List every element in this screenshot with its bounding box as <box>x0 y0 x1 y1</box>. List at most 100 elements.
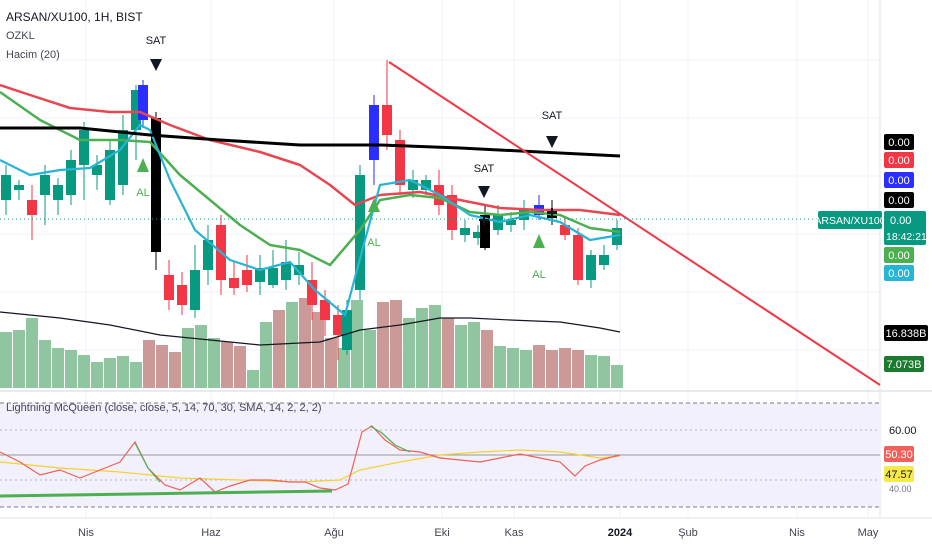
candle-body <box>53 185 63 200</box>
candle-body <box>460 228 470 235</box>
volume-bar <box>195 325 207 388</box>
osc-60-label: 60.00 <box>889 425 917 437</box>
volume-bar <box>351 300 363 388</box>
volume-bar <box>52 348 64 388</box>
volume-bar <box>26 318 38 388</box>
time-tick-label: Haz <box>201 527 221 539</box>
candle-body <box>268 268 278 285</box>
trendline <box>388 61 881 386</box>
volume-bar <box>182 328 194 388</box>
sell-signal-marker <box>478 186 490 198</box>
buy-signal-label: AL <box>532 269 545 281</box>
volume-bar <box>598 356 610 388</box>
countdown-text: 18:42:21 <box>886 231 927 243</box>
osc-yellow-text: 47.57 <box>885 469 913 481</box>
volume-bar <box>442 318 454 388</box>
indicator-ozkl-label[interactable]: OZKL <box>6 30 35 42</box>
candle-body <box>342 310 352 350</box>
symbol-title[interactable]: ARSAN/XU100, 1H, BIST <box>6 10 143 24</box>
symbol-price-badge <box>884 211 926 245</box>
volume-bar <box>117 356 129 388</box>
candle-body <box>177 285 187 305</box>
symbol-name-badge <box>818 211 882 229</box>
price-badge-text: 0.00 <box>888 268 909 280</box>
ma-green-line <box>0 90 621 267</box>
signal-markers: SAT SAT SAT AL AL AL <box>136 35 562 281</box>
osc-red-line <box>0 425 621 493</box>
price-badge-text: 0.00 <box>888 137 909 149</box>
volume-bar <box>338 348 350 388</box>
candle-body <box>27 200 37 215</box>
price-badge-text: 0.00 <box>888 250 909 262</box>
volume-bar <box>533 345 545 388</box>
volume-ma-text: 16.838B <box>886 328 927 340</box>
buy-signal-marker <box>533 234 545 248</box>
indicator-volume-label[interactable]: Hacim (20) <box>6 49 60 61</box>
candle-body <box>229 278 239 288</box>
time-tick-label: Eki <box>434 527 449 539</box>
osc-yellow-badge <box>884 466 914 482</box>
candle-body <box>281 262 291 280</box>
volume-bar <box>234 346 246 388</box>
candle-body <box>40 175 50 195</box>
candle-body <box>473 232 483 238</box>
candle-body <box>138 85 148 120</box>
candle-body <box>333 315 343 335</box>
volume-bar <box>572 350 584 388</box>
ma-black-line <box>0 126 621 158</box>
osc-40-label: 40.00 <box>889 484 912 494</box>
candle-body <box>294 265 304 275</box>
osc-red-text: 50.30 <box>885 449 913 461</box>
volume-bar <box>468 322 480 388</box>
osc-green-line <box>369 425 411 453</box>
volume-bar <box>13 330 25 388</box>
time-axis: Nis Haz Ağu Eki Kas 2024 Şub Nis May <box>0 517 932 539</box>
symbol-price-text: 0.00 <box>890 215 911 227</box>
sell-signal-marker <box>546 136 558 148</box>
cross-marker <box>547 208 557 218</box>
candle-body <box>355 175 365 290</box>
candle-body <box>66 160 76 195</box>
volume-bar <box>455 325 467 388</box>
volume-bar <box>481 330 493 388</box>
oscillator-pane <box>0 402 880 508</box>
volume-bar <box>130 362 142 388</box>
volume-bar <box>0 332 12 388</box>
candle-body <box>599 255 609 265</box>
osc-divergence-line <box>0 489 333 498</box>
time-tick-label: Nis <box>78 527 94 539</box>
candle-body <box>92 165 102 175</box>
volume-bar <box>364 330 376 388</box>
time-tick-label: Nis <box>789 527 805 539</box>
volume-bar <box>546 350 558 388</box>
price-badge <box>884 172 914 188</box>
volume-bar <box>325 338 337 388</box>
osc-yellow-line <box>0 449 621 483</box>
candle-body <box>131 90 141 130</box>
volume-bar <box>143 340 155 388</box>
volume-bar <box>78 355 90 388</box>
volume-bar <box>403 318 415 388</box>
volume-bar <box>260 322 272 388</box>
volume-bars <box>0 298 623 388</box>
time-tick-label: May <box>858 527 879 539</box>
candle-body <box>1 175 11 200</box>
price-badge <box>884 247 914 263</box>
candle-body <box>255 268 265 282</box>
volume-bar <box>390 300 402 388</box>
volume-bar <box>520 350 532 388</box>
candle-body <box>151 118 161 252</box>
candle-body <box>519 210 529 220</box>
oscillator-title[interactable]: Lightning McQueen (close, close, 5, 14, … <box>6 402 322 414</box>
volume-bar <box>208 338 220 388</box>
volume-bar <box>559 348 571 388</box>
candle-body <box>105 150 115 200</box>
sell-signal-label: SAT <box>474 163 495 175</box>
candle-body <box>447 195 457 230</box>
ma-red-line <box>0 83 621 217</box>
volume-badge <box>884 356 924 372</box>
time-tick-label: 2024 <box>608 527 633 539</box>
volume-ma-line <box>0 311 621 346</box>
